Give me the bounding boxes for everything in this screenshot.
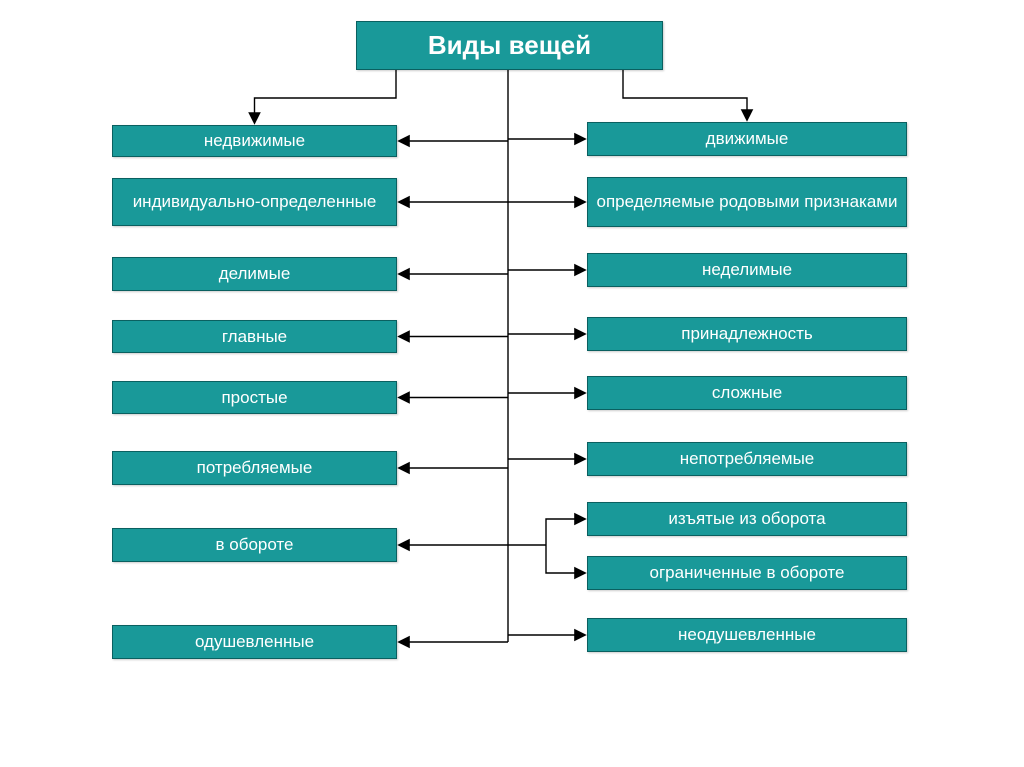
right-box-6-extra: ограниченные в обороте bbox=[587, 556, 907, 590]
left-box-4: простые bbox=[112, 381, 397, 414]
left-box-2: делимые bbox=[112, 257, 397, 291]
left-box-7: одушевленные bbox=[112, 625, 397, 659]
left-box-0: недвижимые bbox=[112, 125, 397, 157]
title-box-label: Виды вещей bbox=[428, 30, 591, 61]
right-box-1-label: определяемые родовыми признаками bbox=[597, 192, 898, 212]
right-box-6-label: изъятые из оборота bbox=[668, 509, 825, 529]
left-box-6-label: в обороте bbox=[216, 535, 294, 555]
right-box-7-label: неодушевленные bbox=[678, 625, 816, 645]
left-box-2-label: делимые bbox=[219, 264, 291, 284]
left-box-5: потребляемые bbox=[112, 451, 397, 485]
left-box-3-label: главные bbox=[222, 327, 287, 347]
right-box-2: неделимые bbox=[587, 253, 907, 287]
right-box-5: непотребляемые bbox=[587, 442, 907, 476]
right-box-4-label: сложные bbox=[712, 383, 782, 403]
left-box-5-label: потребляемые bbox=[197, 458, 313, 478]
left-box-3: главные bbox=[112, 320, 397, 353]
left-box-6: в обороте bbox=[112, 528, 397, 562]
right-box-5-label: непотребляемые bbox=[680, 449, 815, 469]
left-box-1-label: индивидуально-определенные bbox=[133, 192, 377, 212]
left-box-4-label: простые bbox=[221, 388, 287, 408]
right-box-1: определяемые родовыми признаками bbox=[587, 177, 907, 227]
right-box-6-extra-label: ограниченные в обороте bbox=[650, 563, 845, 583]
right-box-2-label: неделимые bbox=[702, 260, 792, 280]
right-box-3: принадлежность bbox=[587, 317, 907, 351]
right-box-7: неодушевленные bbox=[587, 618, 907, 652]
right-box-3-label: принадлежность bbox=[681, 324, 812, 344]
left-box-1: индивидуально-определенные bbox=[112, 178, 397, 226]
left-box-0-label: недвижимые bbox=[204, 131, 305, 151]
title-box: Виды вещей bbox=[356, 21, 663, 70]
right-box-0-label: движимые bbox=[706, 129, 789, 149]
right-box-0: движимые bbox=[587, 122, 907, 156]
right-box-4: сложные bbox=[587, 376, 907, 410]
left-box-7-label: одушевленные bbox=[195, 632, 314, 652]
right-box-6: изъятые из оборота bbox=[587, 502, 907, 536]
